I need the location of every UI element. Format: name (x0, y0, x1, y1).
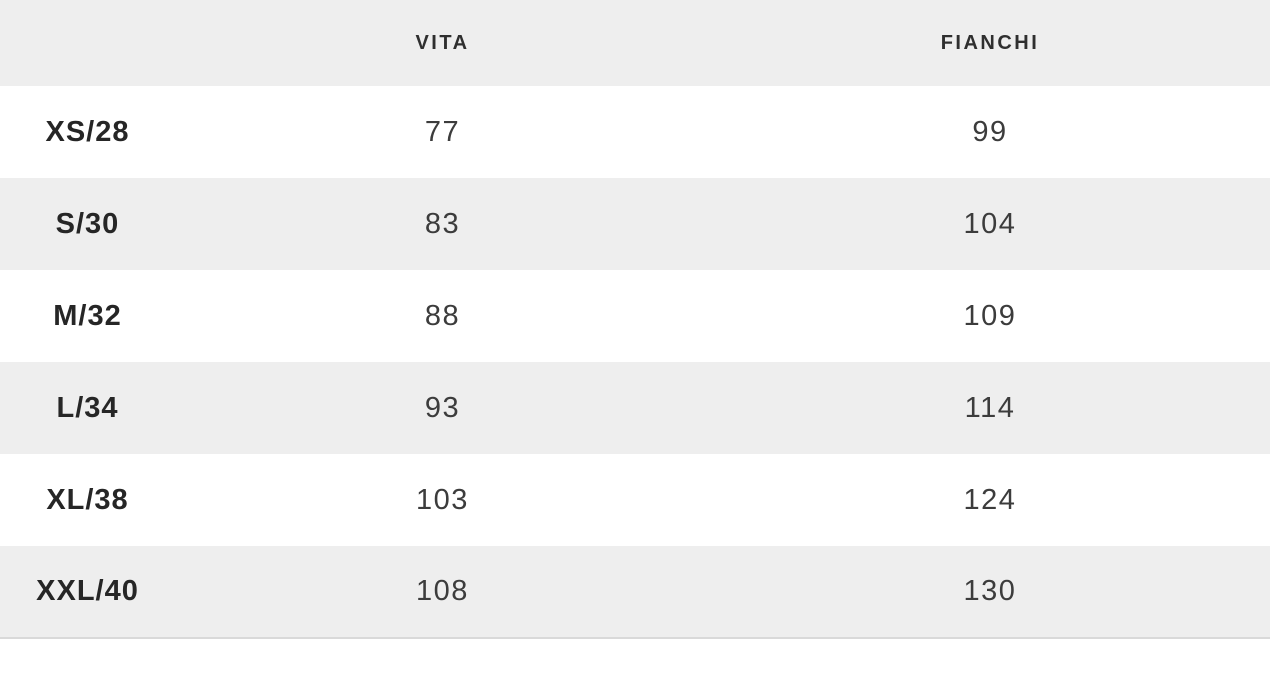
fianchi-value: 99 (972, 115, 1008, 148)
vita-value: 108 (416, 575, 469, 607)
vita-column-header: VITA (415, 31, 470, 54)
vita-value: 83 (424, 207, 461, 240)
table-row-m: M/32 88 109 (0, 270, 1270, 362)
size-label: S/30 (55, 207, 120, 240)
fianchi-value: 114 (964, 391, 1016, 424)
fianchi-value: 124 (963, 483, 1017, 516)
fianchi-value: 109 (963, 299, 1017, 332)
table-row-xl: XL/38 103 124 (0, 454, 1270, 546)
size-chart-table: VITA FIANCHI XS/28 77 99 S/30 83 104 M/3… (0, 0, 1270, 638)
vita-value: 103 (416, 483, 469, 516)
table-row-l: L/34 93 114 (0, 362, 1270, 454)
table-row-s: S/30 83 104 (0, 178, 1270, 270)
table-row-xxl: XXL/40 108 130 (0, 546, 1270, 638)
fianchi-value: 130 (963, 575, 1017, 607)
size-label: M/32 (53, 299, 122, 332)
fianchi-column-header: FIANCHI (940, 31, 1040, 54)
size-label: XL/38 (46, 483, 129, 516)
fianchi-value: 104 (963, 207, 1017, 240)
size-column-header (0, 0, 175, 86)
table-row-xs: XS/28 77 99 (0, 86, 1270, 178)
size-label: XS/28 (45, 115, 130, 148)
vita-value: 77 (424, 115, 461, 148)
vita-value: 93 (424, 391, 461, 424)
vita-value: 88 (424, 299, 461, 332)
header-row: VITA FIANCHI (0, 0, 1270, 86)
size-label: XXL/40 (36, 575, 139, 607)
size-label: L/34 (56, 391, 119, 424)
